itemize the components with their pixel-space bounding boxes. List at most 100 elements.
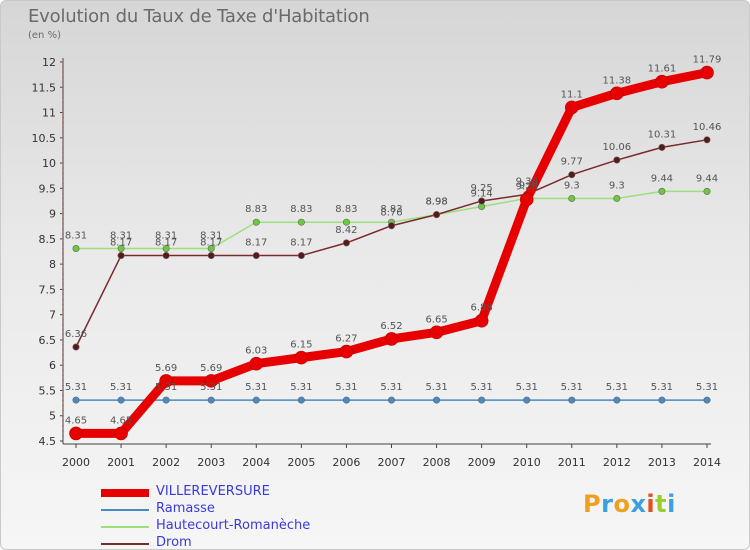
x-tick-label: 2014 bbox=[693, 456, 721, 469]
data-label-villereversure: 6.88 bbox=[471, 303, 493, 314]
data-label-hautecourt-roman-che: 8.31 bbox=[110, 230, 132, 241]
data-label-villereversure: 11.61 bbox=[648, 64, 677, 75]
data-point-villereversure bbox=[610, 86, 624, 101]
data-point-ramasse bbox=[613, 396, 621, 404]
data-label-villereversure: 11.79 bbox=[693, 55, 722, 66]
data-point-ramasse bbox=[117, 396, 125, 404]
data-point-drom bbox=[703, 136, 711, 144]
data-label-hautecourt-roman-che: 8.83 bbox=[380, 204, 402, 215]
y-tick-label: 11 bbox=[42, 107, 56, 120]
data-label-villereversure: 6.27 bbox=[335, 334, 357, 345]
x-tick-label: 2012 bbox=[603, 456, 631, 469]
data-label-drom: 8.17 bbox=[290, 238, 312, 249]
data-label-ramasse: 5.31 bbox=[606, 382, 628, 393]
x-tick-label: 2006 bbox=[332, 456, 360, 469]
legend-swatch-drom bbox=[101, 543, 149, 545]
data-label-ramasse: 5.31 bbox=[651, 382, 673, 393]
data-label-drom: 8.17 bbox=[245, 238, 267, 249]
data-label-ramasse: 5.31 bbox=[200, 382, 222, 393]
y-tick-label: 12 bbox=[42, 56, 56, 69]
data-label-ramasse: 5.31 bbox=[696, 382, 718, 393]
y-tick-label: 10.5 bbox=[32, 132, 57, 145]
data-point-ramasse bbox=[162, 396, 170, 404]
data-label-villereversure: 5.69 bbox=[200, 363, 222, 374]
data-point-hautecourt-roman-che bbox=[162, 244, 170, 252]
data-point-hautecourt-roman-che bbox=[568, 194, 576, 202]
y-tick-label: 9 bbox=[49, 208, 56, 221]
data-label-ramasse: 5.31 bbox=[425, 382, 447, 393]
legend-swatch-villereversure bbox=[101, 489, 149, 497]
legend-label-drom: Drom bbox=[156, 535, 192, 550]
data-point-drom bbox=[207, 252, 215, 260]
y-tick-label: 10 bbox=[42, 157, 56, 170]
data-label-ramasse: 5.31 bbox=[110, 382, 132, 393]
data-point-hautecourt-roman-che bbox=[207, 244, 215, 252]
data-label-ramasse: 5.31 bbox=[65, 382, 87, 393]
x-tick-label: 2010 bbox=[513, 456, 541, 469]
logo-letter: i bbox=[646, 490, 656, 518]
data-point-villereversure bbox=[474, 313, 489, 328]
data-point-hautecourt-roman-che bbox=[297, 218, 305, 226]
data-point-ramasse bbox=[207, 396, 215, 404]
legend-label-ramasse: Ramasse bbox=[156, 501, 215, 516]
data-label-drom: 10.06 bbox=[603, 142, 632, 153]
x-tick-label: 2002 bbox=[152, 456, 180, 469]
y-tick-label: 9.5 bbox=[39, 182, 57, 195]
data-point-villereversure bbox=[384, 332, 399, 346]
logo-letter: P bbox=[583, 490, 602, 518]
data-point-villereversure bbox=[519, 192, 534, 207]
data-point-villereversure bbox=[294, 350, 309, 365]
data-point-drom bbox=[162, 252, 170, 260]
data-point-drom bbox=[478, 197, 486, 205]
data-point-drom bbox=[297, 252, 305, 260]
logo-letter: o bbox=[613, 490, 631, 518]
data-label-drom: 8.76 bbox=[380, 208, 402, 219]
data-label-drom: 8.42 bbox=[335, 225, 357, 236]
data-label-villereversure: 6.15 bbox=[290, 340, 312, 351]
y-tick-label: 8 bbox=[49, 258, 56, 271]
data-point-villereversure bbox=[114, 426, 128, 441]
data-label-villereversure: 9.28 bbox=[516, 181, 538, 192]
data-label-drom: 9.77 bbox=[561, 157, 583, 168]
data-point-villereversure bbox=[249, 356, 264, 371]
x-tick-label: 2003 bbox=[197, 456, 225, 469]
data-point-drom bbox=[568, 171, 576, 179]
data-point-hautecourt-roman-che bbox=[703, 187, 711, 195]
data-point-hautecourt-roman-che bbox=[613, 194, 621, 202]
data-label-villereversure: 6.03 bbox=[245, 346, 267, 357]
x-tick-label: 2008 bbox=[423, 456, 451, 469]
data-label-ramasse: 5.31 bbox=[561, 382, 583, 393]
data-label-ramasse: 5.31 bbox=[380, 382, 402, 393]
data-label-drom: 9.38 bbox=[516, 176, 538, 187]
data-label-villereversure: 6.65 bbox=[425, 314, 447, 325]
data-label-drom: 10.46 bbox=[693, 122, 722, 133]
data-point-ramasse bbox=[387, 396, 395, 404]
data-point-ramasse bbox=[72, 396, 80, 404]
data-label-villereversure: 6.52 bbox=[380, 321, 402, 332]
data-point-ramasse bbox=[703, 396, 711, 404]
data-point-drom bbox=[658, 143, 666, 151]
data-label-ramasse: 5.31 bbox=[155, 382, 177, 393]
data-label-drom: 10.31 bbox=[648, 129, 677, 140]
y-tick-label: 5.5 bbox=[39, 384, 57, 397]
data-label-drom: 8.98 bbox=[425, 197, 447, 208]
data-point-ramasse bbox=[342, 396, 350, 404]
data-point-drom bbox=[342, 239, 350, 247]
data-label-drom: 8.17 bbox=[200, 238, 222, 249]
x-tick-label: 2001 bbox=[107, 456, 135, 469]
data-label-hautecourt-roman-che: 9.3 bbox=[564, 180, 580, 191]
data-point-villereversure bbox=[429, 325, 444, 340]
data-point-villereversure bbox=[655, 74, 669, 89]
legend-label-villereversure: VILLEREVERSURE bbox=[156, 484, 270, 499]
data-point-ramasse bbox=[568, 396, 576, 404]
logo-letter: i bbox=[667, 490, 676, 518]
y-tick-label: 8.5 bbox=[39, 233, 57, 246]
data-point-drom bbox=[117, 252, 125, 260]
logo-letter: r bbox=[601, 490, 614, 518]
data-label-hautecourt-roman-che: 8.98 bbox=[425, 197, 447, 208]
x-tick-label: 2009 bbox=[468, 456, 496, 469]
x-tick-label: 2004 bbox=[242, 456, 270, 469]
data-point-drom bbox=[433, 211, 441, 219]
